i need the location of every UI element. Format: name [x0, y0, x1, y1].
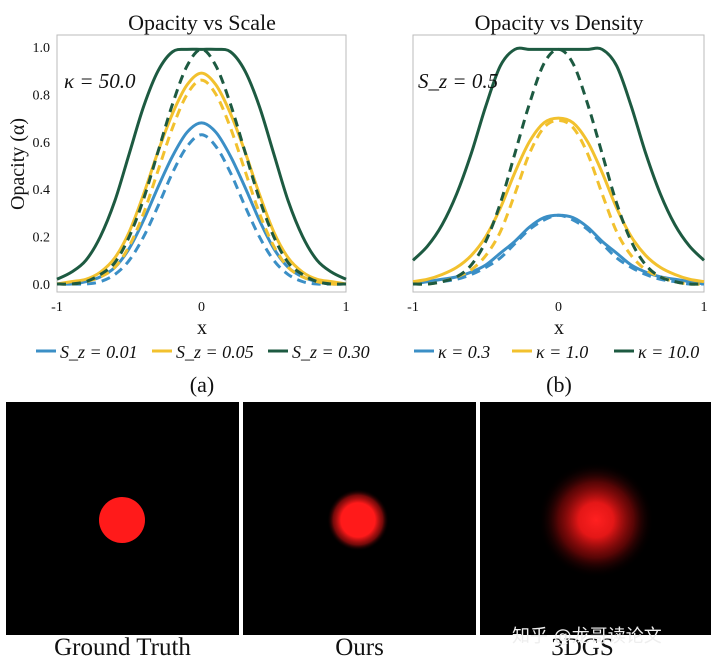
- panel-a-xlabel: x: [197, 317, 207, 339]
- figure-plots: Opacity vs Scale -1 0 10.00.20.40.60.81.0 …: [7, 10, 708, 397]
- series-line: [411, 46, 706, 262]
- panel-b-title: Opacity vs Density: [475, 10, 644, 35]
- series-line: [56, 78, 347, 286]
- panel-a-label: (a): [190, 372, 214, 397]
- panel-a-frame: [56, 34, 347, 293]
- ground-truth-render: [99, 497, 145, 543]
- legend-label: S_z = 0.30: [292, 342, 370, 362]
- series-line: [412, 213, 705, 286]
- series-line: [412, 118, 705, 286]
- image-ground-truth: [6, 402, 239, 635]
- legend-label: S_z = 0.05: [176, 342, 254, 362]
- 3dgs-blob: [538, 462, 654, 578]
- 3dgs-render: [538, 462, 654, 578]
- panel-a: Opacity vs Scale -1 0 10.00.20.40.60.81.0 …: [7, 10, 370, 397]
- panel-a-lines: [56, 47, 347, 286]
- y-tick-label: 0.0: [33, 278, 51, 293]
- panel-a-legend: S_z = 0.01 S_z = 0.05 S_z = 0.30: [36, 342, 370, 362]
- panel-a-ticks: -1 0 1 0.0 0.2 0.4 0.6 0.8 1.0: [33, 41, 350, 315]
- image-ours: [243, 402, 476, 635]
- ours-blob: [327, 489, 389, 551]
- ground-truth-disk: [99, 497, 145, 543]
- panel-b-frame: [412, 34, 705, 293]
- series-line: [412, 47, 705, 286]
- legend-label: κ = 10.0: [638, 342, 699, 362]
- x-tick-label: 0: [198, 300, 205, 315]
- watermark: 知乎 @龙哥读论文: [512, 626, 662, 647]
- x-tick-label: -1: [407, 300, 419, 315]
- panel-b: Opacity vs Density -1 0 1 x S_z = 0.5 κ = …: [407, 10, 707, 397]
- series-line: [56, 47, 347, 281]
- panel-a-annotation: κ = 50.0: [64, 69, 136, 93]
- panel-b-xlabel: x: [554, 317, 564, 339]
- legend-label: κ = 1.0: [536, 342, 588, 362]
- caption-ours: Ours: [335, 634, 384, 661]
- caption-ground-truth: Ground Truth: [54, 634, 191, 661]
- panel-b-annotation: S_z = 0.5: [418, 69, 498, 93]
- panel-b-label: (b): [546, 372, 572, 397]
- image-3dgs: [480, 402, 711, 635]
- y-tick-label: 0.2: [33, 231, 51, 246]
- series-line: [412, 116, 705, 284]
- y-tick-label: 1.0: [33, 41, 51, 56]
- series-line: [56, 121, 347, 286]
- panel-a-ylabel: Opacity (α): [7, 118, 29, 210]
- x-tick-label: 0: [555, 300, 562, 315]
- legend-label: S_z = 0.01: [60, 342, 138, 362]
- caption-3dgs: 3DGS: [551, 634, 614, 661]
- series-line: [56, 47, 347, 286]
- series-line: [56, 71, 347, 286]
- series-line: [412, 213, 705, 286]
- panel-b-legend: κ = 0.3 κ = 1.0 κ = 10.0: [414, 342, 699, 362]
- x-tick-label: -1: [51, 300, 63, 315]
- x-tick-label: 1: [701, 300, 708, 315]
- series-line: [57, 133, 346, 286]
- panel-b-ticks: -1 0 1: [407, 300, 707, 315]
- y-tick-label: 0.8: [33, 88, 51, 103]
- panel-a-title: Opacity vs Scale: [128, 10, 276, 35]
- ours-render: [327, 489, 389, 551]
- y-tick-label: 0.6: [33, 136, 51, 151]
- x-tick-label: 1: [343, 300, 350, 315]
- panel-b-lines: [411, 46, 706, 286]
- y-tick-label: 0.4: [33, 183, 51, 198]
- legend-label: κ = 0.3: [438, 342, 490, 362]
